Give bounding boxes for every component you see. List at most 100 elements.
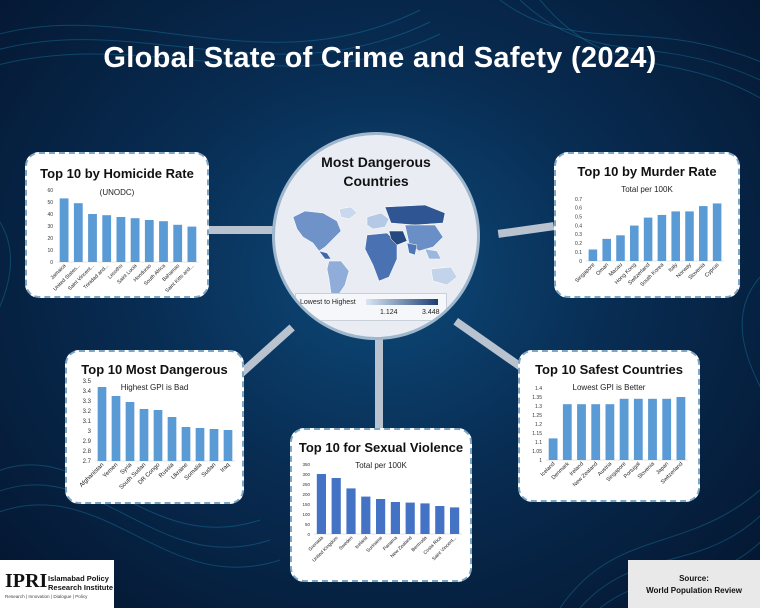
bar-russia (167, 417, 177, 461)
y-tick-label: 10 (47, 248, 53, 254)
bar-japan (662, 398, 672, 460)
bar-saint-vincent- (450, 507, 460, 534)
y-tick-label: 0.4 (575, 223, 582, 229)
bar-singapore (619, 398, 629, 460)
bar-norway (685, 211, 694, 261)
bar-italy (671, 211, 680, 261)
y-tick-label: 3.2 (83, 409, 92, 415)
y-tick-label: 3.4 (83, 389, 92, 395)
bar-singapore (588, 249, 598, 261)
card-safest-subtitle: Lowest GPI is Better (572, 383, 646, 392)
y-tick-label: 30 (47, 224, 53, 230)
map-greenland (338, 206, 358, 220)
bar-new-zealand (591, 404, 601, 460)
y-tick-label: 200 (302, 492, 310, 497)
y-tick-label: 2.7 (83, 459, 92, 465)
y-tick-label: 0.6 (575, 206, 582, 212)
category-label: Iraq (220, 462, 232, 474)
connector-right (497, 222, 555, 238)
bar-cyprus (712, 203, 722, 261)
y-tick-label: 1.3 (535, 404, 542, 410)
y-tick-label: 3.3 (83, 399, 92, 405)
bar-afghanistan (97, 387, 107, 461)
card-murder-subtitle: Total per 100K (621, 185, 673, 194)
dangerous-chart: 2.72.82.933.13.23.33.43.5AfghanistanYeme… (79, 379, 235, 491)
bar-hong-kong (630, 225, 639, 261)
card-dangerous-subtitle: Highest GPI is Bad (120, 383, 189, 392)
source-value: World Population Review (646, 586, 742, 595)
map-south-america (326, 260, 350, 298)
y-tick-label: 60 (47, 188, 53, 194)
source-label: Source: (679, 574, 709, 583)
ipri-logo: IPRI Islamabad Policy Research Institute… (0, 560, 114, 608)
bar-saint-kitts-and- (187, 226, 197, 262)
logo-wordmark: IPRI (5, 570, 48, 592)
map-legend-label: Lowest to Highest (300, 299, 356, 306)
bar-slovenia (699, 206, 708, 261)
bar-sudan (209, 429, 219, 461)
y-tick-label: 150 (302, 502, 310, 507)
y-tick-label: 3.1 (83, 419, 92, 425)
logo-tagline: Research | Innovation | Dialogue | Polic… (5, 594, 88, 599)
logo-line2: Research Institute (48, 583, 114, 592)
y-tick-label: 0.2 (575, 241, 582, 247)
bar-united-states- (73, 203, 83, 262)
y-tick-label: 1 (539, 458, 542, 464)
bar-bermuda (420, 503, 430, 534)
bar-ukraine (181, 427, 191, 461)
map-panel: Most Dangerous Countries Lowest to Highe… (272, 132, 480, 340)
y-tick-label: 350 (302, 462, 310, 467)
y-tick-label: 2.9 (83, 439, 92, 445)
y-tick-label: 1.4 (535, 386, 542, 392)
bar-suriname (376, 499, 386, 534)
map-north-america (292, 210, 342, 252)
y-tick-label: 100 (302, 512, 310, 517)
bar-south-korea (657, 214, 667, 261)
bar-saint-vincent- (88, 214, 97, 262)
bar-iraq (223, 430, 233, 461)
bar-slovenia (648, 398, 657, 460)
category-label: Singapore (574, 262, 596, 284)
bar-oman (602, 238, 611, 261)
bar-costa-rica (435, 506, 445, 534)
y-tick-label: 0 (50, 260, 53, 266)
card-dangerous-title: Top 10 Most Dangerous (81, 362, 228, 377)
category-label: Sweden (338, 535, 355, 552)
category-label: Yemen (102, 462, 119, 479)
y-tick-label: 250 (302, 482, 310, 487)
logo-line1: Islamabad Policy (48, 574, 109, 583)
map-legend-max: 3.448 (422, 309, 440, 316)
bar-dr-congo (153, 410, 163, 461)
bar-grenada (316, 474, 326, 534)
map-legend-box: Lowest to Highest 1.124 3.448 (295, 293, 447, 321)
page-title: Global State of Crime and Safety (2024) (103, 42, 657, 74)
card-sexual-subtitle: Total per 100K (355, 461, 407, 470)
y-tick-label: 20 (47, 236, 53, 242)
y-tick-label: 50 (305, 522, 311, 527)
connector-bottom (375, 332, 383, 428)
y-tick-label: 300 (302, 472, 310, 477)
source-box: Source: World Population Review (628, 560, 760, 608)
y-tick-label: 1.1 (535, 440, 542, 446)
category-label: Sudan (201, 462, 218, 479)
murder-chart: 00.10.20.30.40.50.60.7SingaporeOmanMacau… (574, 197, 724, 288)
y-tick-label: 1.2 (535, 422, 542, 428)
category-label: Suriname (365, 535, 384, 554)
map-central-america (318, 250, 332, 260)
category-label: Cyprus (704, 262, 721, 279)
map-australia (430, 266, 458, 286)
category-label: United Kingdom (311, 535, 339, 563)
card-safest: Top 10 Safest Countries Lowest GPI is Be… (518, 350, 700, 502)
category-label: Italy (668, 262, 680, 274)
map-russia (384, 204, 446, 226)
safest-chart: 11.051.11.151.21.251.31.351.4IcelandDenm… (532, 386, 688, 488)
y-tick-label: 40 (47, 212, 53, 218)
bar-jamaica (59, 198, 69, 262)
y-tick-label: 1.15 (532, 431, 542, 437)
bar-saint-lucia (130, 218, 140, 262)
map-title-line1: Most Dangerous (321, 154, 431, 170)
bar-iceland (361, 496, 371, 534)
bar-lesotho (116, 217, 126, 262)
